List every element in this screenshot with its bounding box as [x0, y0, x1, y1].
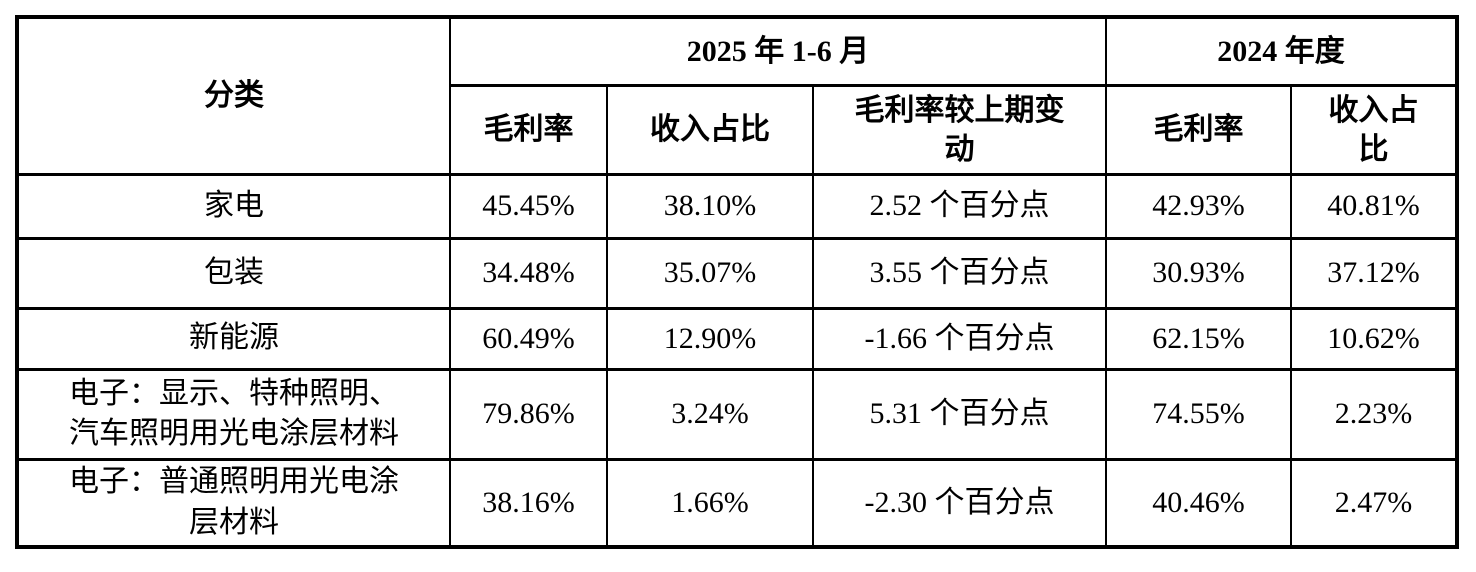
margin-2024-cell: 42.93% — [1105, 172, 1292, 240]
share-2024-cell: 37.12% — [1290, 236, 1458, 310]
table-row: 家电 45.45% 38.10% 2.52 个百分点 42.93% 40.81% — [16, 172, 1458, 240]
share-2025-cell: 3.24% — [606, 367, 814, 461]
category-cell: 电子：普通照明用光电涂 层材料 — [16, 457, 451, 549]
share-2024-cell: 10.62% — [1290, 306, 1458, 371]
share-2025-cell: 35.07% — [606, 236, 814, 310]
margin-2024-cell: 62.15% — [1105, 306, 1292, 371]
header-2025-revenue-share: 收入占比 — [606, 83, 814, 176]
change-2025-cell: -2.30 个百分点 — [812, 457, 1107, 549]
share-2025-cell: 1.66% — [606, 457, 814, 549]
share-2024-cell: 2.47% — [1290, 457, 1458, 549]
margin-2024-cell: 74.55% — [1105, 367, 1292, 461]
header-2024-gross-margin: 毛利率 — [1105, 83, 1292, 176]
table-header-row-periods: 分类 2025 年 1-6 月 2024 年度 — [16, 15, 1458, 176]
header-category: 分类 — [16, 15, 451, 176]
change-2025-cell: 3.55 个百分点 — [812, 236, 1107, 310]
table-row: 电子：显示、特种照明、 汽车照明用光电涂层材料 79.86% 3.24% 5.3… — [16, 367, 1458, 461]
margin-2025-cell: 60.49% — [449, 306, 608, 371]
category-cell: 家电 — [16, 172, 451, 240]
margin-2025-cell: 34.48% — [449, 236, 608, 310]
category-cell: 电子：显示、特种照明、 汽车照明用光电涂层材料 — [16, 367, 451, 461]
share-2024-cell: 40.81% — [1290, 172, 1458, 240]
change-2025-cell: -1.66 个百分点 — [812, 306, 1107, 371]
share-2025-cell: 12.90% — [606, 306, 814, 371]
table-header-row-metrics: 毛利率 收入占比 毛利率较上期变 动 毛利率 收入占 比 — [17, 83, 1458, 176]
header-2025-margin-change: 毛利率较上期变 动 — [812, 83, 1107, 176]
header-2025-gross-margin: 毛利率 — [449, 83, 608, 176]
share-2024-cell: 2.23% — [1290, 367, 1458, 461]
margin-2025-cell: 79.86% — [449, 367, 608, 461]
share-2025-cell: 38.10% — [606, 172, 814, 240]
margin-2025-cell: 38.16% — [449, 457, 608, 549]
margin-2024-cell: 40.46% — [1105, 457, 1292, 549]
header-period-2024: 2024 年度 — [1105, 15, 1458, 87]
header-2024-revenue-share: 收入占 比 — [1290, 83, 1458, 176]
gross-margin-by-category-table: 分类 2025 年 1-6 月 2024 年度 毛利率 收入占比 毛利率较上期变… — [15, 15, 1459, 549]
margin-2025-cell: 45.45% — [449, 172, 608, 240]
category-cell: 包装 — [16, 236, 451, 310]
change-2025-cell: 2.52 个百分点 — [812, 172, 1107, 240]
category-cell: 新能源 — [16, 306, 451, 371]
table-row: 电子：普通照明用光电涂 层材料 38.16% 1.66% -2.30 个百分点 … — [16, 457, 1458, 549]
table-row: 新能源 60.49% 12.90% -1.66 个百分点 62.15% 10.6… — [16, 306, 1458, 371]
change-2025-cell: 5.31 个百分点 — [812, 367, 1107, 461]
header-period-2025: 2025 年 1-6 月 — [449, 15, 1107, 87]
margin-2024-cell: 30.93% — [1105, 236, 1292, 310]
table-row: 包装 34.48% 35.07% 3.55 个百分点 30.93% 37.12% — [16, 236, 1458, 310]
